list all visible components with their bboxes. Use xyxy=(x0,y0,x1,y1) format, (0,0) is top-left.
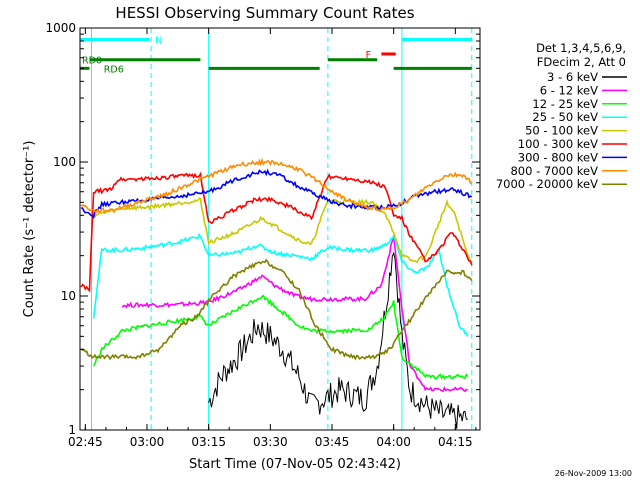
series-line-2 xyxy=(121,236,468,393)
legend: Det 1,3,4,5,6,9, FDecim 2, Att 0 3 - 6 k… xyxy=(496,41,627,191)
series-line-6 xyxy=(80,171,473,293)
series-line-4 xyxy=(92,232,469,337)
plot-frame xyxy=(79,27,481,431)
legend-label: 50 - 100 keV xyxy=(525,124,598,138)
y-axis-label: Count Rate (s⁻¹ detector⁻¹) xyxy=(22,141,37,318)
series-line-7 xyxy=(81,168,473,220)
legend-label: 800 - 7000 keV xyxy=(510,164,598,178)
x-tick-label: 03:30 xyxy=(253,435,288,449)
x-axis: 02:45 03:00 03:15 03:30 03:45 04:00 04:15 xyxy=(68,28,477,449)
legend-header-line-2: FDecim 2, Att 0 xyxy=(537,55,626,69)
series-line-3 xyxy=(92,294,469,381)
x-tick-label: 03:45 xyxy=(315,435,350,449)
legend-label: 25 - 50 keV xyxy=(532,110,598,124)
y-axis: 1 10 100 1000 xyxy=(45,21,480,437)
series-line-5 xyxy=(92,197,472,264)
legend-label: 6 - 12 keV xyxy=(540,83,598,97)
legend-label: 7000 - 20000 keV xyxy=(496,177,598,191)
legend-header-line-1: Det 1,3,4,5,6,9, xyxy=(536,41,626,55)
y-tick-label: 1 xyxy=(68,423,76,437)
series-line-8 xyxy=(80,157,472,214)
y-tick-label: 10 xyxy=(61,289,76,303)
x-axis-label: Start Time (07-Nov-05 02:43:42) xyxy=(189,457,401,472)
y-tick-label: 1000 xyxy=(45,21,76,35)
flag-label-n: N xyxy=(155,36,162,47)
series-line-9 xyxy=(80,258,473,361)
chart-title: HESSI Observing Summary Count Rates xyxy=(115,4,414,22)
legend-label: 300 - 800 keV xyxy=(518,150,598,164)
x-tick-label: 03:00 xyxy=(130,435,165,449)
flag-label-f: F xyxy=(366,50,371,61)
x-tick-label: 02:45 xyxy=(68,435,103,449)
legend-label: 12 - 25 keV xyxy=(532,97,598,111)
x-tick-label: 03:15 xyxy=(191,435,226,449)
series-line-1 xyxy=(208,251,468,429)
flag-label-rd0: RD0 xyxy=(82,56,102,67)
flag-label-rd6: RD6 xyxy=(104,64,124,75)
x-tick-label: 04:00 xyxy=(376,435,411,449)
x-tick-label: 04:15 xyxy=(438,435,473,449)
y-tick-label: 100 xyxy=(53,155,76,169)
legend-label: 3 - 6 keV xyxy=(547,70,598,84)
timestamp: 26-Nov-2009 13:00 xyxy=(555,469,632,478)
legend-label: 100 - 300 keV xyxy=(518,137,598,151)
